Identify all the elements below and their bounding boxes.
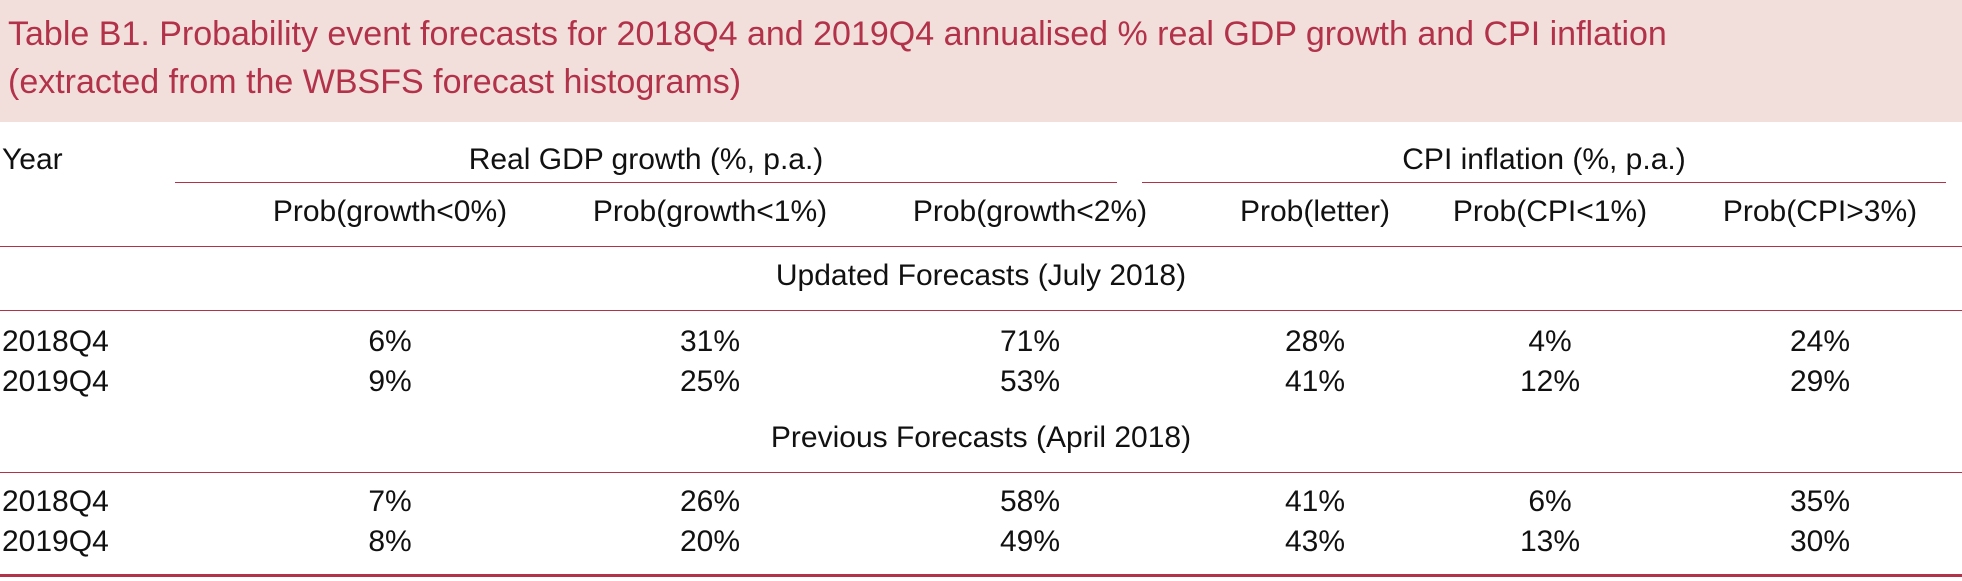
caption-line-1: Table B1. Probability event forecasts fo… (8, 15, 1667, 53)
col-header-prob-letter: Prob(letter) (1239, 195, 1391, 228)
header-bottom-rule (0, 246, 1962, 247)
table-cell: 71% (999, 325, 1061, 358)
table-cell: 29% (1789, 365, 1851, 398)
section-rule-updated (0, 310, 1962, 311)
table-cell: 30% (1789, 525, 1851, 558)
table-cell: 31% (679, 325, 741, 358)
caption-line-2: (extracted from the WBSFS forecast histo… (8, 63, 742, 101)
col-header-growth-lt-1: Prob(growth<1%) (592, 195, 828, 228)
section-rule-previous (0, 472, 1962, 473)
gdp-group-header: Real GDP growth (%, p.a.) (468, 143, 824, 176)
col-header-cpi-lt-1: Prob(CPI<1%) (1452, 195, 1648, 228)
table-cell: 35% (1789, 485, 1851, 518)
table-cell: 9% (368, 365, 412, 398)
col-header-growth-lt-2: Prob(growth<2%) (912, 195, 1148, 228)
table-cell: 4% (1528, 325, 1572, 358)
col-header-cpi-gt-3: Prob(CPI>3%) (1722, 195, 1918, 228)
row-year: 2019Q4 (2, 365, 109, 398)
table-cell: 26% (679, 485, 741, 518)
table-cell: 20% (679, 525, 741, 558)
gdp-group-underline (175, 182, 1117, 183)
table-cell: 25% (679, 365, 741, 398)
table-cell: 28% (1284, 325, 1346, 358)
table-cell: 6% (368, 325, 412, 358)
table-cell: 43% (1284, 525, 1346, 558)
table-cell: 7% (368, 485, 412, 518)
cpi-group-underline (1142, 182, 1946, 183)
section-title-updated: Updated Forecasts (July 2018) (775, 259, 1187, 292)
table-caption: Table B1. Probability event forecasts fo… (0, 0, 1962, 122)
row-year: 2018Q4 (2, 485, 109, 518)
table-cell: 58% (999, 485, 1061, 518)
row-year: 2018Q4 (2, 325, 109, 358)
table-cell: 13% (1519, 525, 1581, 558)
table-cell: 8% (368, 525, 412, 558)
table-cell: 41% (1284, 485, 1346, 518)
cpi-group-header: CPI inflation (%, p.a.) (1402, 143, 1686, 176)
table-cell: 53% (999, 365, 1061, 398)
table-cell: 12% (1519, 365, 1581, 398)
table-cell: 6% (1528, 485, 1572, 518)
table-cell: 41% (1284, 365, 1346, 398)
section-title-previous: Previous Forecasts (April 2018) (770, 421, 1192, 454)
col-header-growth-lt-0: Prob(growth<0%) (272, 195, 508, 228)
year-header: Year (2, 143, 63, 176)
table-cell: 24% (1789, 325, 1851, 358)
row-year: 2019Q4 (2, 525, 109, 558)
table-bottom-rule (0, 574, 1962, 577)
forecast-table: Year Real GDP growth (%, p.a.) CPI infla… (0, 122, 1962, 581)
table-cell: 49% (999, 525, 1061, 558)
